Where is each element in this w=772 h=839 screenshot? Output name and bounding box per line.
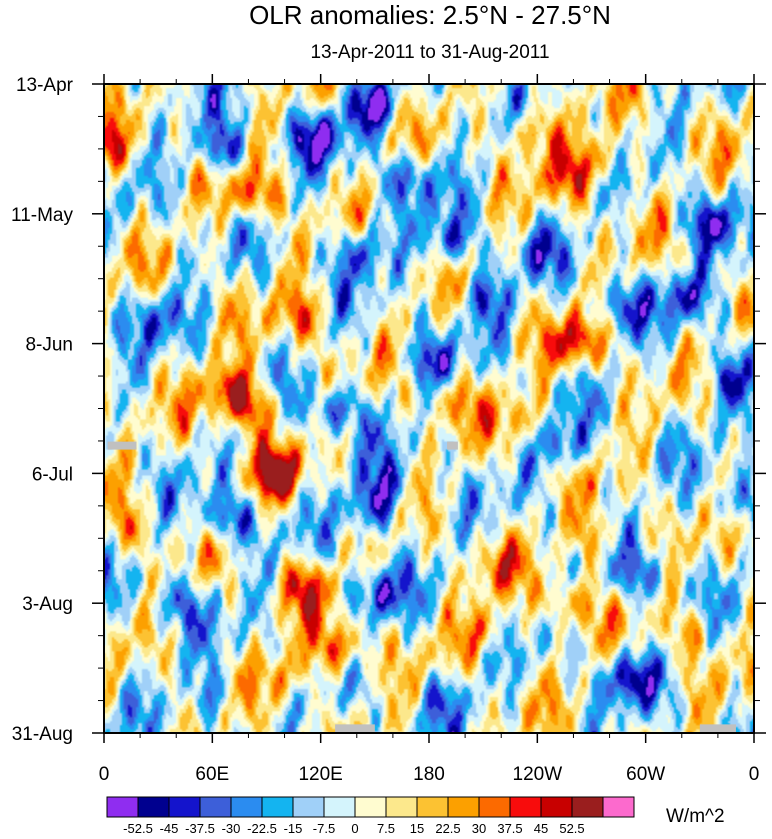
x-tick-label: 0 (749, 764, 760, 785)
colorbar-level-label: -30 (222, 821, 241, 834)
colorbar-level-label: -15 (284, 821, 303, 834)
colorbar-level-label: 7.5 (377, 821, 395, 834)
y-axis: 13-Apr 11-May 8-Jun 6-Jul 3-Aug 31-Aug (11, 75, 766, 745)
colorbar-swatch (106, 796, 139, 818)
x-axis: 0 60E 120E 180 120W 60W 0 (99, 74, 760, 785)
colorbar-level-label: 37.5 (497, 821, 522, 834)
colorbar-level-label: 30 (472, 821, 486, 834)
missing-data-segment (107, 441, 137, 450)
x-tick-label: 180 (413, 764, 445, 785)
y-tick-label: 13-Apr (16, 75, 74, 96)
colorbar-level-label: 45 (534, 821, 548, 834)
colorbar-swatch (478, 796, 511, 818)
y-tick-label: 31-Aug (12, 724, 73, 745)
missing-data-segment (699, 724, 736, 733)
colorbar-level-label: -45 (160, 821, 179, 834)
colorbar: -52.5 -45 -37.5 -30 -22.5 -15 -7.5 0 7.5 15 22.5 30… (106, 796, 635, 836)
y-tick-label: 6-Jul (32, 464, 73, 485)
colorbar-swatch (354, 796, 387, 818)
colorbar-level-label: -37.5 (185, 821, 215, 834)
colorbar-level-label: 52.5 (559, 821, 584, 834)
colorbar-units-label: W/m^2 (666, 806, 725, 827)
olr-anomaly-field (104, 84, 754, 733)
colorbar-swatch (230, 796, 263, 818)
colorbar-swatch (199, 796, 232, 818)
chart-subtitle: 13-Apr-2011 to 31-Aug-2011 (310, 42, 549, 63)
colorbar-swatch (509, 796, 542, 818)
colorbar-swatch (416, 796, 449, 818)
colorbar-swatch (602, 796, 635, 818)
y-tick-label: 3-Aug (22, 594, 73, 615)
colorbar-level-label: -7.5 (313, 821, 335, 834)
x-tick-label: 60W (626, 764, 665, 785)
colorbar-swatch (540, 796, 573, 818)
y-tick-label: 11-May (11, 205, 73, 226)
colorbar-level-label: -52.5 (123, 821, 153, 834)
y-tick-label: 8-Jun (25, 335, 73, 356)
colorbar-level-label: 0 (351, 821, 358, 834)
x-tick-label: 0 (99, 764, 110, 785)
x-tick-label: 120W (513, 764, 563, 785)
colorbar-swatch (571, 796, 604, 818)
colorbar-swatch (447, 796, 480, 818)
colorbar-swatch (261, 796, 294, 818)
missing-data-segment (335, 724, 375, 733)
colorbar-level-label: 22.5 (435, 821, 460, 834)
missing-data-segment (447, 441, 458, 450)
missing-data-layer (107, 441, 736, 733)
colorbar-swatch (292, 796, 325, 818)
colorbar-swatch (323, 796, 356, 818)
chart-title: OLR anomalies: 2.5°N - 27.5°N (249, 0, 611, 30)
colorbar-swatch (137, 796, 170, 818)
plot-area (104, 84, 754, 733)
colorbar-swatch (168, 796, 201, 818)
colorbar-swatch (385, 796, 418, 818)
x-tick-label: 120E (298, 764, 342, 785)
colorbar-level-label: -22.5 (247, 821, 277, 834)
x-tick-label: 60E (195, 764, 229, 785)
colorbar-level-label: 15 (410, 821, 424, 834)
